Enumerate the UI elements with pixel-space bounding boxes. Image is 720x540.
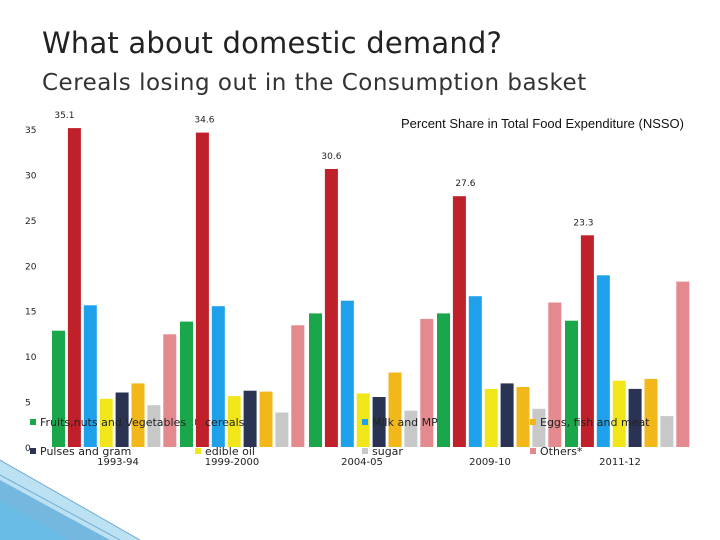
bar-sugar-1: [275, 412, 289, 447]
legend-swatch-edible_oil: [195, 448, 201, 454]
legend-swatch-fruits: [30, 419, 36, 425]
data-label-cereals-3: 27.6: [455, 179, 475, 189]
y-tick-label: 25: [25, 217, 36, 227]
bar-others-1: [291, 325, 305, 447]
legend-swatch-milk: [362, 419, 368, 425]
y-tick-label: 20: [25, 262, 37, 272]
bar-fruits-2: [309, 313, 322, 447]
legend-label-fruits: Fruits,nuts and Vegetables: [40, 416, 186, 429]
y-tick-label: 5: [25, 399, 31, 409]
data-label-cereals-1: 34.6: [194, 116, 214, 126]
bar-edible_oil-4: [612, 380, 626, 447]
legend-swatch-cereals: [195, 419, 201, 425]
bar-milk-2: [340, 300, 354, 447]
bar-others-2: [420, 318, 434, 447]
bar-cereals-3: [452, 196, 466, 447]
bar-cereals-0: [67, 128, 81, 447]
legend-label-edible_oil: edible oil: [205, 445, 255, 458]
bar-edible_oil-3: [484, 388, 498, 447]
bar-pulses-4: [628, 388, 642, 447]
legend-label-pulses: Pulses and gram: [40, 445, 131, 458]
bar-cereals-1: [195, 132, 209, 447]
bar-pulses-2: [372, 397, 386, 447]
legend-swatch-pulses: [30, 448, 36, 454]
y-tick-label: 30: [25, 171, 37, 181]
bar-others-0: [163, 334, 177, 447]
legend-label-others: Others*: [540, 445, 583, 458]
bar-milk-0: [83, 305, 97, 447]
legend-label-eggs: Eggs, fish and meat: [540, 416, 650, 429]
decorative-corner-graphic: [0, 459, 141, 540]
bar-others-4: [676, 281, 690, 447]
bar-milk-4: [596, 275, 610, 447]
bar-sugar-2: [404, 410, 418, 447]
data-label-cereals-0: 35.1: [54, 111, 74, 121]
bar-milk-1: [211, 306, 225, 447]
legend-label-cereals: cereals: [205, 416, 245, 429]
bar-sugar-4: [660, 416, 674, 447]
bar-fruits-0: [52, 330, 65, 447]
bar-fruits-1: [180, 321, 193, 447]
chart-title: Percent Share in Total Food Expenditure …: [401, 116, 684, 131]
bar-fruits-3: [437, 313, 450, 447]
y-tick-label: 35: [25, 126, 36, 136]
bar-sugar-3: [532, 408, 546, 447]
legend-label-sugar: sugar: [372, 445, 403, 458]
x-category-label: 1999-2000: [205, 457, 260, 468]
data-label-cereals-2: 30.6: [321, 152, 341, 162]
bar-fruits-4: [565, 320, 578, 447]
x-category-label: 2004-05: [341, 457, 383, 468]
bar-eggs-1: [259, 391, 273, 447]
y-tick-label: 15: [25, 308, 36, 318]
bar-eggs-4: [644, 378, 658, 447]
legend-swatch-eggs: [530, 419, 536, 425]
x-category-label: 2009-10: [469, 457, 511, 468]
bar-eggs-2: [388, 372, 402, 447]
x-category-label: 2011-12: [599, 457, 641, 468]
bar-cereals-2: [324, 169, 338, 447]
legend-label-milk: Milk and MP: [372, 416, 438, 429]
slide-subtitle: Cereals losing out in the Consumption ba…: [42, 70, 587, 96]
x-category-label: 1993-94: [97, 457, 139, 468]
bar-edible_oil-1: [227, 396, 241, 447]
legend-swatch-others: [530, 448, 536, 454]
bar-pulses-3: [500, 383, 514, 447]
y-tick-label: 10: [25, 353, 37, 363]
bar-cereals-4: [580, 235, 594, 447]
bar-pulses-1: [243, 390, 257, 447]
bar-milk-3: [468, 296, 482, 447]
slide-title: What about domestic demand?: [42, 26, 503, 60]
legend-swatch-sugar: [362, 448, 368, 454]
y-tick-label: 0: [25, 444, 31, 454]
bar-sugar-0: [147, 405, 161, 447]
bar-edible_oil-0: [99, 398, 113, 447]
bar-eggs-0: [131, 383, 145, 447]
bar-eggs-3: [516, 387, 530, 447]
bar-pulses-0: [115, 392, 129, 447]
data-label-cereals-4: 23.3: [573, 218, 593, 228]
bar-others-3: [548, 302, 562, 447]
